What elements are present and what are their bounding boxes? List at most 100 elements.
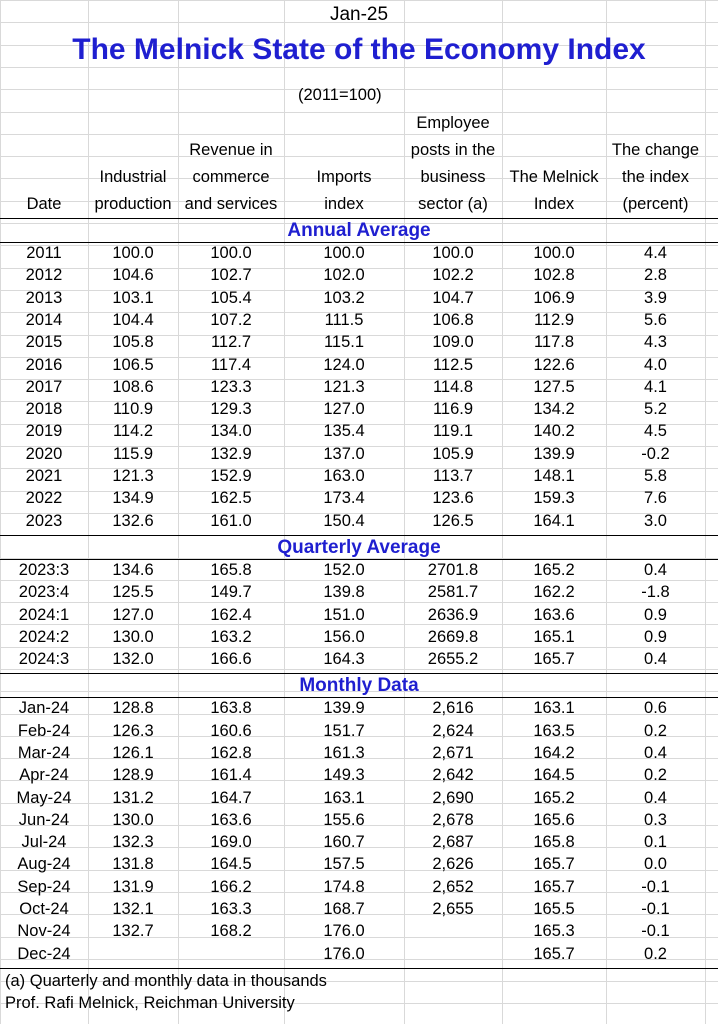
table-cell: 168.7 <box>323 900 365 918</box>
table-cell: 163.6 <box>533 606 575 624</box>
table-cell: 0.9 <box>644 606 667 624</box>
row-date: 2023:4 <box>18 583 70 601</box>
table-cell: 131.9 <box>112 878 154 896</box>
grid-line <box>88 0 89 1024</box>
table-cell: 124.0 <box>323 356 365 374</box>
table-cell: 165.3 <box>533 922 575 940</box>
grid-line <box>0 491 718 492</box>
table-cell: 5.6 <box>644 311 667 329</box>
table-cell: 163.2 <box>210 628 252 646</box>
column-header-line: The Melnick <box>509 168 599 186</box>
table-cell: 176.0 <box>323 945 365 963</box>
table-cell: 164.3 <box>323 650 365 668</box>
table-cell: 108.6 <box>112 378 154 396</box>
table-cell: 121.3 <box>323 378 365 396</box>
table-cell: 173.4 <box>323 489 365 507</box>
table-cell: 127.0 <box>323 400 365 418</box>
table-cell: 157.5 <box>323 855 365 873</box>
table-cell: 0.4 <box>644 789 667 807</box>
table-cell: 137.0 <box>323 445 365 463</box>
table-cell: 169.0 <box>210 833 252 851</box>
table-cell: -0.1 <box>641 900 670 918</box>
table-cell: 0.3 <box>644 811 667 829</box>
table-cell: 165.7 <box>533 855 575 873</box>
table-cell: 123.3 <box>210 378 252 396</box>
grid-line <box>0 624 718 625</box>
table-cell: 148.1 <box>533 467 575 485</box>
table-cell: 163.3 <box>210 900 252 918</box>
table-cell: 165.7 <box>533 650 575 668</box>
table-cell: 139.9 <box>323 699 365 717</box>
grid-line <box>0 870 718 871</box>
grid-line <box>0 156 718 157</box>
table-cell: 165.2 <box>533 561 575 579</box>
table-cell: 152.9 <box>210 467 252 485</box>
table-cell: 106.5 <box>112 356 154 374</box>
table-cell: 0.9 <box>644 628 667 646</box>
grid-line <box>0 201 718 202</box>
table-cell: 112.7 <box>210 333 252 351</box>
row-date: 2015 <box>25 333 63 351</box>
table-cell: 130.0 <box>112 628 154 646</box>
table-cell: 132.7 <box>112 922 154 940</box>
section-rule <box>0 968 718 969</box>
table-cell: 152.0 <box>323 561 365 579</box>
table-cell: 165.1 <box>533 628 575 646</box>
table-cell: 0.2 <box>644 945 667 963</box>
grid-line <box>0 335 718 336</box>
grid-line <box>0 736 718 737</box>
table-cell: 100.0 <box>210 244 252 262</box>
grid-line <box>0 424 718 425</box>
table-cell: 2636.9 <box>427 606 479 624</box>
table-cell: 5.8 <box>644 467 667 485</box>
row-date: 2011 <box>26 244 62 262</box>
table-cell: 4.4 <box>644 244 667 262</box>
row-date: Feb-24 <box>17 722 71 740</box>
table-cell: -0.1 <box>641 922 670 940</box>
section-rule <box>0 697 718 698</box>
row-date: 2014 <box>25 311 63 329</box>
table-cell: 125.5 <box>112 583 154 601</box>
row-date: Nov-24 <box>17 922 71 940</box>
table-cell: 105.4 <box>210 289 252 307</box>
row-date: May-24 <box>16 789 72 807</box>
table-cell: 2,616 <box>432 699 474 717</box>
table-cell: 110.9 <box>112 400 154 418</box>
grid-line <box>0 178 718 179</box>
table-cell: 5.2 <box>644 400 667 418</box>
grid-line <box>0 1003 718 1004</box>
table-cell: 106.9 <box>533 289 575 307</box>
table-cell: 2701.8 <box>427 561 479 579</box>
table-cell: 165.8 <box>210 561 252 579</box>
grid-line <box>0 937 718 938</box>
table-cell: 149.3 <box>323 766 365 784</box>
table-cell: 132.9 <box>210 445 252 463</box>
table-cell: 164.7 <box>210 789 252 807</box>
table-cell: 112.9 <box>533 311 575 329</box>
table-cell: 3.9 <box>644 289 667 307</box>
table-cell: 117.8 <box>533 333 575 351</box>
table-cell: 126.5 <box>432 512 474 530</box>
table-cell: 174.8 <box>323 878 365 896</box>
grid-line <box>0 780 718 781</box>
row-date: 2019 <box>25 422 63 440</box>
row-date: 2024:2 <box>18 628 70 646</box>
column-header-line: Index <box>533 195 575 213</box>
row-date: 2023:3 <box>18 561 70 579</box>
table-cell: 163.5 <box>533 722 575 740</box>
table-cell: 102.0 <box>323 266 365 284</box>
table-cell: 2,671 <box>432 744 474 762</box>
table-cell: 0.6 <box>644 699 667 717</box>
row-date: Jul-24 <box>21 833 67 851</box>
table-cell: 114.8 <box>432 378 474 396</box>
table-cell: 165.6 <box>533 811 575 829</box>
table-cell: 0.4 <box>644 561 667 579</box>
table-cell: 109.0 <box>432 333 474 351</box>
table-cell: 163.8 <box>210 699 252 717</box>
table-cell: 132.1 <box>112 900 154 918</box>
row-date: 2020 <box>25 445 63 463</box>
section-rule <box>0 535 718 536</box>
table-cell: 129.3 <box>210 400 252 418</box>
column-header-line: (percent) <box>622 195 689 213</box>
column-header-line: Employee <box>416 114 490 132</box>
